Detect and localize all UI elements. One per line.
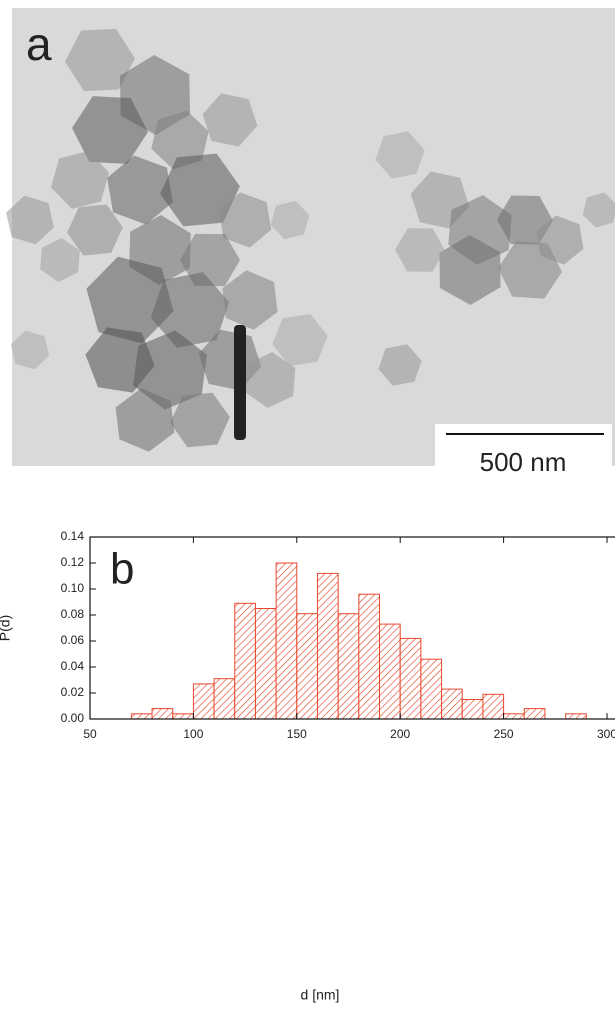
particle	[67, 204, 123, 256]
particle	[6, 195, 54, 245]
particle	[50, 151, 110, 209]
particle	[170, 392, 230, 448]
particle	[160, 153, 240, 227]
particle	[115, 388, 175, 452]
panel-label: b	[110, 545, 134, 594]
particle	[202, 93, 258, 147]
y-tick-label: 0.04	[61, 659, 85, 673]
y-tick-label: 0.12	[61, 555, 85, 569]
bar	[172, 713, 194, 720]
particle	[151, 110, 209, 170]
particle	[378, 344, 422, 386]
bar	[213, 678, 236, 720]
bar	[441, 688, 463, 720]
particle	[536, 215, 584, 265]
bar	[254, 608, 277, 720]
x-tick-label: 50	[83, 727, 97, 741]
particle	[10, 330, 50, 370]
x-tick-label: 100	[183, 727, 203, 741]
bar	[399, 637, 422, 720]
bar	[151, 708, 174, 720]
scale-bar-label: 500 nm	[480, 447, 567, 477]
bar	[461, 699, 484, 720]
particle	[150, 272, 230, 348]
particle	[133, 330, 207, 410]
bar	[130, 713, 153, 720]
bar	[192, 683, 215, 720]
x-tick-label: 250	[494, 727, 514, 741]
bar	[565, 713, 587, 720]
particle	[582, 192, 615, 228]
plot-frame	[89, 536, 615, 720]
bar	[523, 708, 546, 720]
panel-label: a	[26, 18, 52, 70]
particle	[180, 233, 240, 287]
y-tick-label: 0.00	[61, 711, 85, 725]
particle	[65, 28, 135, 92]
bar	[379, 623, 401, 720]
particle	[72, 96, 148, 164]
particle	[270, 200, 310, 240]
particle	[218, 192, 272, 248]
tem-image	[6, 8, 615, 466]
bar	[420, 658, 443, 720]
particle	[244, 352, 296, 408]
bar	[316, 572, 339, 720]
bar	[337, 613, 360, 720]
x-tick-label: 300	[597, 727, 615, 741]
bar	[503, 713, 525, 720]
y-tick-label: 0.10	[61, 581, 85, 595]
bar	[234, 602, 256, 720]
x-tick-label: 200	[390, 727, 410, 741]
dark-particle	[234, 325, 246, 440]
bar	[296, 613, 318, 720]
y-tick-label: 0.14	[61, 529, 85, 543]
particle	[272, 314, 328, 366]
y-tick-label: 0.06	[61, 633, 85, 647]
x-axis-label: d [nm]	[301, 987, 340, 1003]
y-axis-label: P(d)	[0, 615, 13, 641]
particle	[107, 155, 173, 225]
particle	[439, 235, 501, 305]
y-tick-label: 0.08	[61, 607, 85, 621]
particle	[375, 131, 425, 179]
bar	[482, 693, 505, 720]
x-tick-label: 150	[287, 727, 307, 741]
particle	[222, 270, 278, 330]
particle	[395, 228, 445, 272]
particle	[40, 238, 80, 282]
y-tick-label: 0.02	[61, 685, 85, 699]
bar	[275, 562, 298, 720]
bar	[358, 593, 381, 720]
particle	[86, 256, 174, 344]
